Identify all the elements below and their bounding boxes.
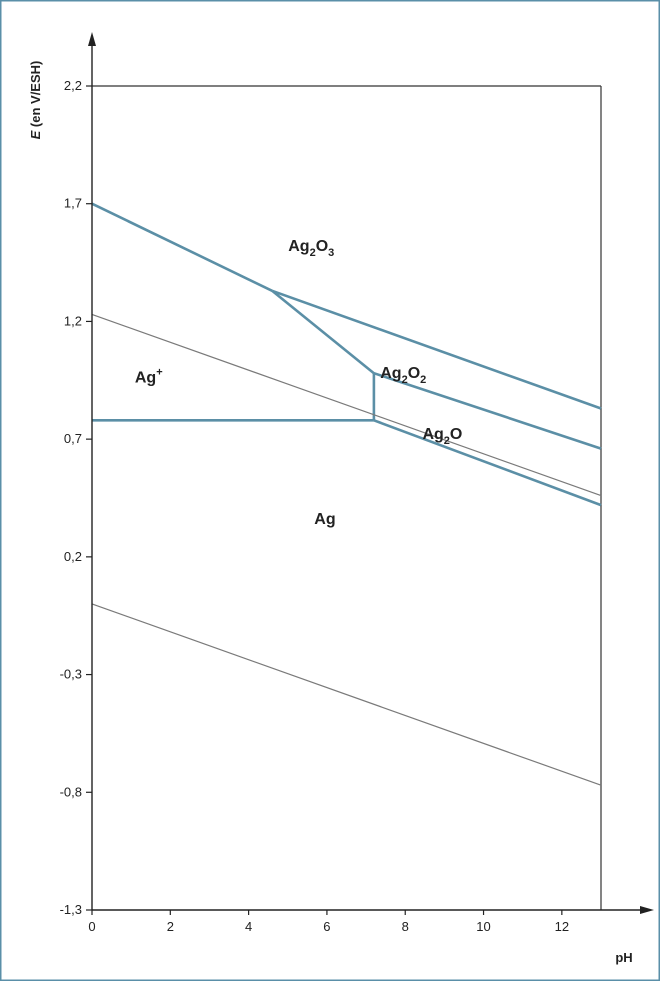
x-tick-label: 4 [245, 919, 252, 934]
x-tick-label: 12 [555, 919, 569, 934]
y-tick-label: 0,7 [64, 431, 82, 446]
y-axis-arrow [88, 32, 96, 46]
water-stability-line [91, 603, 602, 786]
phase-boundary-line [271, 289, 375, 375]
x-tick-label: 2 [167, 919, 174, 934]
plot-frame [92, 85, 602, 910]
x-axis-arrow [640, 906, 654, 914]
region-label-ag2o3: Ag2O3 [288, 238, 334, 259]
region-label-ag2o2: Ag2O2 [380, 365, 426, 386]
phase-boundary-line [91, 202, 273, 292]
boundary-lines [91, 202, 602, 786]
region-labels: Ag2O3 Ag2O2 Ag2O Ag+ Ag [135, 238, 462, 528]
region-label-ag: Ag [314, 511, 335, 528]
region-label-agplus: Ag+ [135, 367, 163, 387]
y-tick-label: -0,8 [60, 784, 82, 799]
x-tick-label: 10 [476, 919, 490, 934]
x-tick-label: 8 [402, 919, 409, 934]
phase-boundary-line [373, 419, 602, 507]
phase-boundary-line [271, 289, 602, 410]
axes [88, 32, 654, 914]
y-axis-title: E (en V/ESH) [28, 61, 43, 140]
y-axis-title-unit: (en V/ESH) [28, 61, 43, 131]
x-tick-label: 6 [323, 919, 330, 934]
water-stability-line [91, 313, 602, 497]
phase-boundary-line [373, 371, 602, 450]
y-tick-label: 1,7 [64, 196, 82, 211]
y-tick-label: 1,2 [64, 313, 82, 328]
y-tick-label: -1,3 [60, 902, 82, 917]
tick-marks: 2,2 1,7 1,2 0,7 0,2 -0,3 -0,8 -1,3 0 2 4 6 8 10 12 [60, 78, 569, 934]
y-tick-label: -0,3 [60, 667, 82, 682]
y-tick-label: 0,2 [64, 549, 82, 564]
region-label-ag2o: Ag2O [422, 426, 462, 447]
y-axis-title-symbol: E [28, 130, 43, 139]
x-tick-label: 0 [88, 919, 95, 934]
y-tick-label: 2,2 [64, 78, 82, 93]
x-axis-title: pH [615, 950, 632, 965]
